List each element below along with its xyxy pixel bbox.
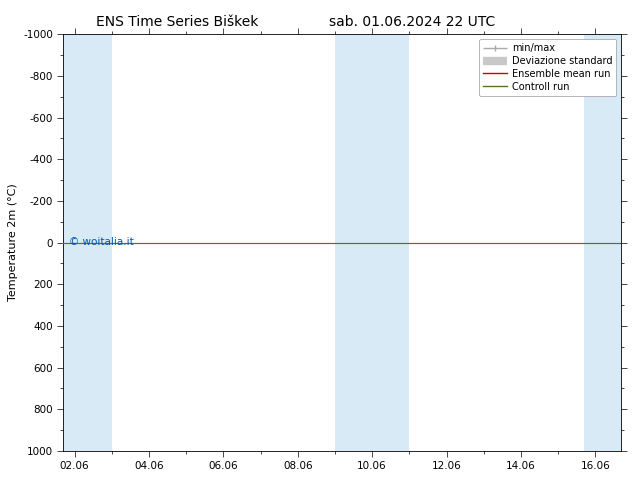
Text: ENS Time Series Biškek: ENS Time Series Biškek: [96, 15, 259, 29]
Y-axis label: Temperature 2m (°C): Temperature 2m (°C): [8, 184, 18, 301]
Text: sab. 01.06.2024 22 UTC: sab. 01.06.2024 22 UTC: [329, 15, 495, 29]
Legend: min/max, Deviazione standard, Ensemble mean run, Controll run: min/max, Deviazione standard, Ensemble m…: [479, 39, 616, 96]
Bar: [584, 34, 621, 451]
Bar: [335, 34, 410, 451]
Text: © woitalia.it: © woitalia.it: [69, 237, 134, 247]
Bar: [63, 34, 112, 451]
